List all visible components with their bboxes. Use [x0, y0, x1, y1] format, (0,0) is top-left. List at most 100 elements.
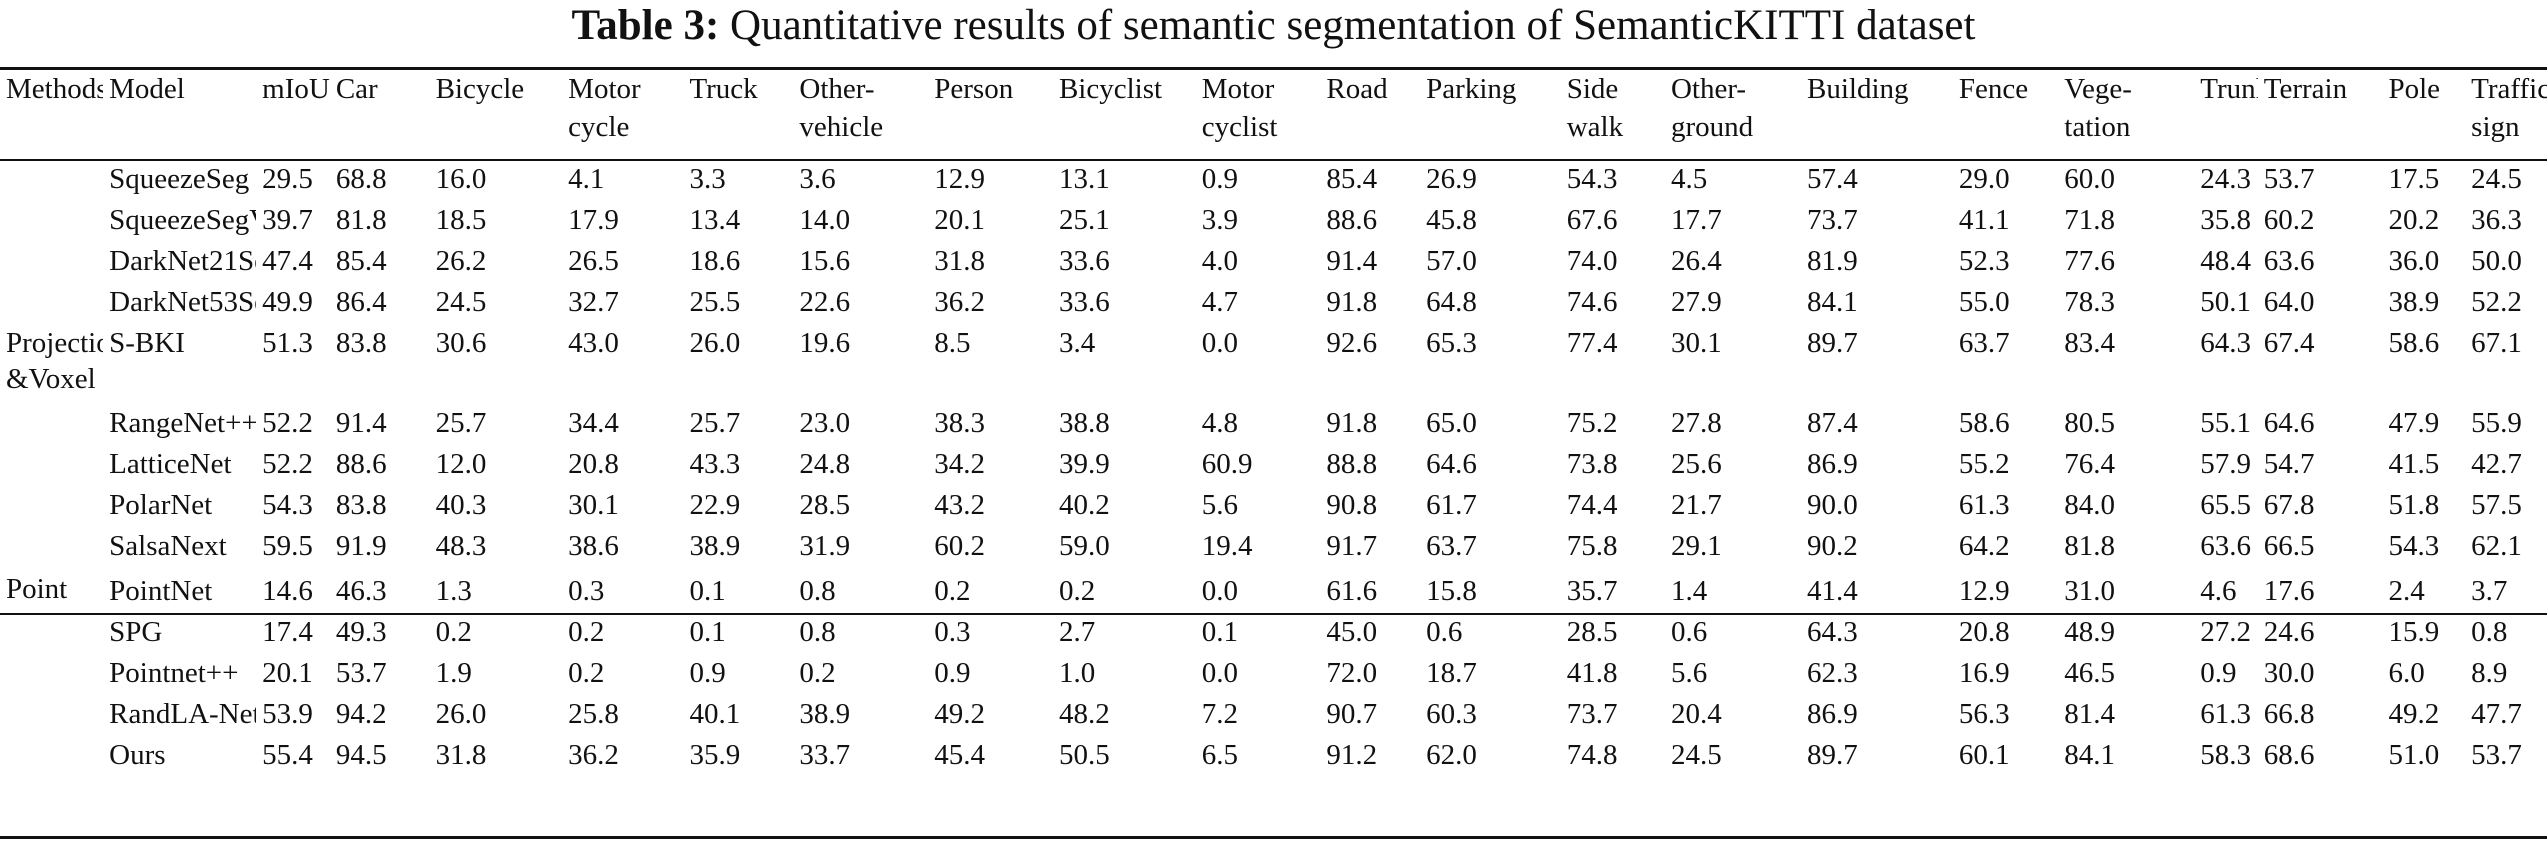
value-cell-building: 57.4 [1807, 163, 1858, 195]
value-cell-pole: 54.3 [2388, 530, 2440, 562]
value-cell-car: 86.4 [335, 286, 387, 318]
value-cell-parking: 60.3 [1426, 698, 1477, 730]
column-header-line: tation [2064, 111, 2131, 143]
column-header-line: sign [2471, 111, 2520, 143]
column-header-line: Truck [689, 73, 758, 105]
value-cell-terrain: 54.7 [2263, 448, 2315, 480]
value-cell-trunk: 27.2 [2200, 616, 2252, 648]
value-cell-bicycle: 26.0 [435, 698, 487, 730]
table-row: SPG 17.4 49.3 0.2 0.2 0.1 0.8 0.3 2.7 0.1 45.0 0.6 2… [0, 612, 2547, 653]
value-cell-other-ground: 21.7 [1670, 489, 1722, 521]
table-row: SqueezeSegV239.7 81.8 18.5 17.9 13.4 14.0 20.1… [0, 200, 2547, 241]
value-cell-building: 90.0 [1807, 489, 1858, 521]
column-header-other-ground: Other-ground [1665, 70, 1801, 159]
model-name-cell: PolarNet [109, 489, 213, 521]
value-cell-road: 72.0 [1326, 657, 1378, 689]
column-header-line: Methods [6, 73, 104, 105]
column-header-other-vehicle: Other-vehicle [793, 70, 928, 159]
value-cell-other-vehicle: 15.6 [799, 245, 851, 277]
value-cell-sidewalk: 28.5 [1566, 616, 1618, 648]
value-cell-other-vehicle: 31.9 [799, 530, 851, 562]
value-cell-motorcyclist: 4.8 [1201, 407, 1238, 439]
value-cell-person: 20.1 [934, 204, 986, 236]
value-cell-sidewalk: 73.8 [1566, 448, 1618, 480]
column-header-traffic-sign: Traffic-sign [2465, 70, 2547, 159]
value-cell-traffic-sign: 0.8 [2471, 616, 2508, 648]
value-cell-road: 88.8 [1326, 448, 1378, 480]
value-cell-traffic-sign: 3.7 [2471, 575, 2508, 607]
value-cell-fence: 56.3 [1958, 698, 2010, 730]
table-row: S-BKI 51.3 83.8 30.6 43.0 26.0 19.6 8.5 3.4 0.0 92… [0, 323, 2547, 403]
value-cell-pole: 17.5 [2388, 163, 2440, 195]
value-cell-bicycle: 48.3 [435, 530, 487, 562]
value-cell-motorcyclist: 5.6 [1201, 489, 1238, 521]
value-cell-miou: 52.2 [262, 448, 313, 480]
value-cell-pole: 47.9 [2388, 407, 2440, 439]
value-cell-motorcycle: 34.4 [568, 407, 619, 439]
column-header-line: Road [1326, 73, 1388, 105]
value-cell-building: 84.1 [1807, 286, 1858, 318]
value-cell-terrain: 64.6 [2263, 407, 2315, 439]
value-cell-other-ground: 20.4 [1670, 698, 1722, 730]
value-cell-person: 38.3 [934, 407, 986, 439]
table-row: LatticeNet 52.2 88.6 12.0 20.8 43.3 24.8 34.2 39… [0, 444, 2547, 485]
value-cell-bicyclist: 50.5 [1058, 739, 1110, 771]
value-cell-vege-tation: 60.0 [2064, 163, 2116, 195]
value-cell-other-ground: 27.9 [1670, 286, 1722, 318]
value-cell-fence: 41.1 [1958, 204, 2010, 236]
method-cell-point: Point [0, 567, 103, 776]
value-cell-bicyclist: 0.2 [1058, 575, 1096, 607]
value-cell-parking: 57.0 [1426, 245, 1477, 277]
value-cell-parking: 45.8 [1426, 204, 1477, 236]
value-cell-building: 86.9 [1807, 448, 1858, 480]
value-cell-bicycle: 16.0 [435, 163, 487, 195]
value-cell-miou: 53.9 [262, 698, 313, 730]
value-cell-sidewalk: 67.6 [1566, 204, 1618, 236]
value-cell-trunk: 0.9 [2200, 657, 2237, 689]
column-header-line: Bicycle [435, 73, 525, 105]
value-cell-terrain: 60.2 [2263, 204, 2315, 236]
value-cell-bicycle: 1.3 [435, 575, 472, 607]
value-cell-motorcycle: 26.5 [568, 245, 619, 277]
value-cell-trunk: 24.3 [2200, 163, 2252, 195]
value-cell-pole: 36.0 [2388, 245, 2440, 277]
top-rule [0, 67, 2547, 70]
header-row: Methods Model mIoU Car Bicycle Motor cycle Truc… [0, 70, 2547, 159]
value-cell-bicycle: 30.6 [435, 327, 487, 359]
value-cell-truck: 0.9 [689, 657, 726, 689]
value-cell-road: 91.7 [1326, 530, 1378, 562]
value-cell-building: 41.4 [1807, 575, 1858, 607]
column-header-line: mIoU [262, 73, 330, 105]
value-cell-bicycle: 24.5 [435, 286, 487, 318]
column-header-bicycle: Bicycle [430, 70, 563, 159]
value-cell-miou: 39.7 [262, 204, 313, 236]
value-cell-traffic-sign: 55.9 [2471, 407, 2522, 439]
value-cell-truck: 13.4 [689, 204, 741, 236]
value-cell-car: 91.4 [335, 407, 387, 439]
value-cell-person: 36.2 [934, 286, 986, 318]
value-cell-bicycle: 0.2 [435, 616, 472, 648]
column-header-line: walk [1566, 111, 1624, 143]
value-cell-miou: 20.1 [262, 657, 313, 689]
column-header-parking: Parking [1420, 70, 1561, 159]
value-cell-pole: 38.9 [2388, 286, 2440, 318]
value-cell-bicycle: 1.9 [435, 657, 472, 689]
column-header-line: ground [1670, 111, 1754, 143]
value-cell-car: 88.6 [335, 448, 387, 480]
value-cell-car: 94.5 [335, 739, 387, 771]
value-cell-car: 83.8 [335, 489, 387, 521]
value-cell-vege-tation: 71.8 [2064, 204, 2116, 236]
column-header-building: Building [1801, 70, 1953, 159]
value-cell-parking: 65.0 [1426, 407, 1477, 439]
value-cell-miou: 54.3 [262, 489, 313, 521]
value-cell-truck: 35.9 [689, 739, 741, 771]
value-cell-bicycle: 31.8 [435, 739, 487, 771]
value-cell-road: 85.4 [1326, 163, 1378, 195]
value-cell-motorcycle: 0.2 [568, 616, 605, 648]
value-cell-traffic-sign: 24.5 [2471, 163, 2522, 195]
table-row: Ours 55.4 94.5 31.8 36.2 35.9 33.7 45.4 50.5 6.5 9… [0, 735, 2547, 776]
column-header-truck: Truck [683, 70, 793, 159]
model-name-cell: RandLA-Net [109, 698, 257, 730]
value-cell-traffic-sign: 62.1 [2471, 530, 2522, 562]
model-name-cell: DarkNet21Seg [109, 245, 256, 277]
